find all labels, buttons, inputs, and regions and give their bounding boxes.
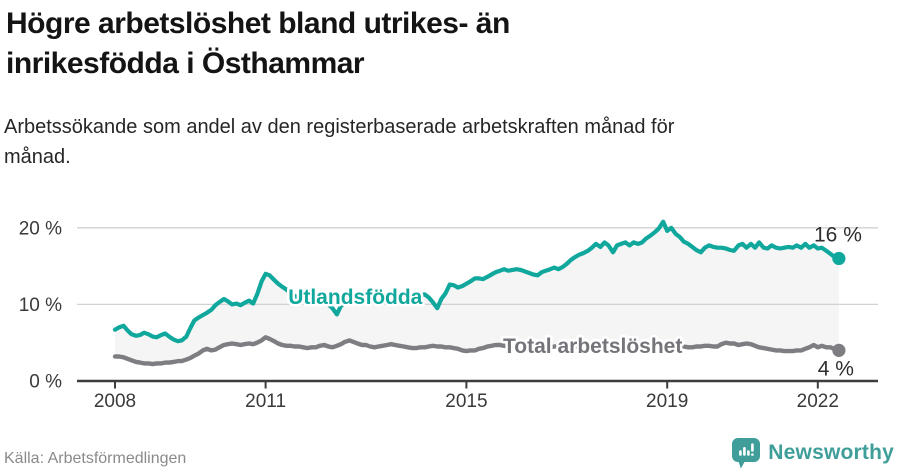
brand-name: Newsworthy [768, 441, 894, 464]
total-unemployment-end-value-label: 4 % [818, 357, 854, 380]
page-title-line-2: inrikesfödda i Östhammar [6, 47, 365, 80]
chart-subtitle-line-1: Arbetssökande som andel av den registerb… [4, 116, 675, 138]
chart-subtitle-line-2: månad. [4, 146, 71, 168]
page-title: Högre arbetslöshet bland utrikes- än inr… [6, 4, 786, 84]
x-axis-tick-label: 2011 [245, 391, 286, 412]
y-axis-tick-label: 0 % [29, 372, 62, 393]
chart-subtitle: Arbetssökande som andel av den registerb… [4, 112, 874, 172]
newsworthy-speech-bubble-bar-chart-icon [732, 438, 761, 469]
foreign-born-line [112, 219, 842, 344]
x-axis-tick-label: 2019 [646, 391, 688, 412]
newsworthy-logo: Newsworthy [731, 437, 894, 469]
foreign-born-end-dot [832, 251, 846, 266]
x-axis-tick-label: 2022 [797, 391, 839, 412]
y-axis-tick-label: 10 % [19, 295, 62, 316]
total-unemployment-end-dot [832, 343, 846, 357]
source-credit: Källa: Arbetsförmedlingen [4, 450, 187, 467]
x-axis-tick-label: 2015 [445, 391, 487, 412]
foreign-born-end-value-label: 16 % [814, 223, 862, 246]
foreign-born-series-label: Utlandsfödda [288, 286, 422, 309]
fill-between-series [115, 221, 839, 365]
y-axis-tick-label: 20 % [19, 218, 62, 239]
total-unemployment-line [112, 335, 842, 367]
page-title-line-1: Högre arbetslöshet bland utrikes- än [6, 7, 510, 40]
total-unemployment-series-label: Total arbetslöshet [503, 335, 682, 358]
x-axis-tick-label: 2008 [94, 391, 136, 412]
